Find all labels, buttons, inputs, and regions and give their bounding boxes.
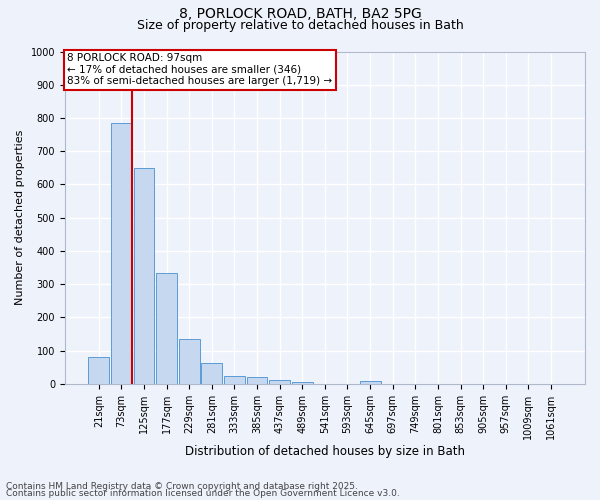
Bar: [202, 363, 222, 384]
Text: Contains public sector information licensed under the Open Government Licence v3: Contains public sector information licen…: [6, 489, 400, 498]
Text: Contains HM Land Registry data © Crown copyright and database right 2025.: Contains HM Land Registry data © Crown c…: [6, 482, 358, 491]
Bar: [156, 272, 177, 384]
X-axis label: Distribution of detached houses by size in Bath: Distribution of detached houses by size …: [185, 444, 465, 458]
Bar: [134, 168, 154, 384]
Bar: [360, 381, 380, 384]
Bar: [88, 356, 109, 384]
Text: 8 PORLOCK ROAD: 97sqm
← 17% of detached houses are smaller (346)
83% of semi-det: 8 PORLOCK ROAD: 97sqm ← 17% of detached …: [67, 53, 332, 86]
Bar: [269, 380, 290, 384]
Bar: [224, 376, 245, 384]
Y-axis label: Number of detached properties: Number of detached properties: [15, 130, 25, 306]
Text: Size of property relative to detached houses in Bath: Size of property relative to detached ho…: [137, 19, 463, 32]
Bar: [292, 382, 313, 384]
Bar: [179, 339, 200, 384]
Bar: [247, 378, 268, 384]
Text: 8, PORLOCK ROAD, BATH, BA2 5PG: 8, PORLOCK ROAD, BATH, BA2 5PG: [179, 8, 421, 22]
Bar: [111, 123, 132, 384]
